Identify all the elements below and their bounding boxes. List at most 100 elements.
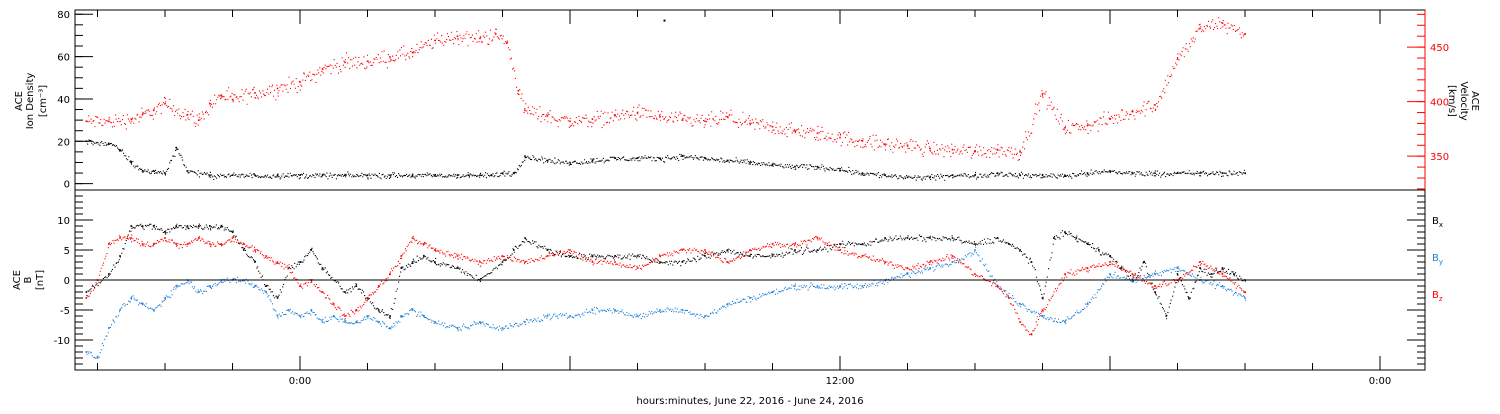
top-point — [389, 56, 391, 58]
bottom-point — [906, 273, 909, 275]
legend-by: By — [1432, 253, 1443, 266]
top-right-axis-tick-label: 450 — [1430, 43, 1449, 54]
bottom-point — [591, 261, 594, 263]
top-point — [1176, 58, 1179, 60]
bottom-point — [1041, 315, 1044, 317]
top-point — [816, 165, 819, 168]
bottom-left-axis-tick-label: 5 — [64, 246, 70, 257]
bottom-point — [591, 255, 594, 257]
legend-by-sub: y — [1439, 258, 1443, 266]
top-point — [749, 122, 751, 125]
bottom-left-axis-tick-label: -10 — [54, 336, 70, 347]
bottom-point — [1019, 303, 1021, 305]
bottom-point — [377, 309, 380, 311]
bottom-point — [175, 285, 177, 287]
bottom-point — [996, 285, 999, 287]
top-point — [108, 120, 110, 123]
bottom-point — [884, 261, 886, 263]
top-point — [1041, 93, 1044, 95]
bottom-point — [175, 225, 177, 227]
bottom-point — [130, 225, 132, 227]
top-point — [1064, 127, 1066, 129]
top-point — [411, 51, 414, 54]
bottom-point — [231, 237, 234, 239]
top-point — [1154, 104, 1156, 106]
top-left-axis-tick-label: 60 — [57, 53, 70, 64]
top-point — [1086, 124, 1089, 127]
bottom-point — [974, 249, 976, 251]
bottom-point — [1064, 273, 1066, 275]
top-point — [884, 143, 886, 145]
bottom-point — [839, 285, 841, 287]
top-point — [254, 92, 256, 94]
top-point — [839, 168, 841, 170]
top-point — [996, 172, 999, 174]
top-point — [951, 148, 954, 151]
legend-bx: Bx — [1432, 216, 1443, 229]
top-left-axis-tick-label: 0 — [64, 180, 70, 191]
bottom-point — [220, 225, 222, 227]
top-point — [1221, 22, 1224, 24]
bottom-scatter-texture — [86, 223, 1246, 320]
top-point — [771, 125, 774, 128]
top-point — [276, 174, 279, 176]
top-point — [591, 159, 594, 162]
bottom-point — [130, 297, 132, 299]
bottom-point — [771, 255, 774, 257]
bottom-point — [411, 261, 414, 263]
bottom-point — [287, 309, 290, 311]
bottom-point — [108, 327, 110, 329]
top-point — [209, 174, 211, 176]
bottom-point — [524, 237, 526, 239]
bottom-left-axis-title-line3: [nT] — [35, 270, 46, 290]
bottom-point — [130, 237, 132, 239]
bottom-point — [423, 255, 425, 257]
bottom-point — [377, 321, 380, 323]
bottom-point — [1075, 237, 1078, 239]
x-axis-title: hours:minutes, June 22, 2016 - June 24, … — [636, 396, 863, 407]
top-point — [726, 159, 729, 162]
bottom-left-axis-title-line2: B — [23, 276, 34, 283]
bottom-point — [1086, 267, 1089, 269]
bottom-point — [85, 291, 88, 293]
bottom-point — [794, 249, 796, 251]
bottom-point — [1244, 291, 1246, 293]
bottom-left-axis-tick-label: -5 — [60, 306, 70, 317]
bottom-point — [1176, 273, 1179, 275]
legend-bz-main: B — [1432, 290, 1439, 301]
bottom-point — [929, 261, 931, 263]
top-point — [524, 155, 526, 157]
legend-bx-main: B — [1432, 216, 1439, 227]
bottom-left-axis-tick-label: 0 — [64, 276, 70, 287]
top-outlier-point — [663, 19, 666, 22]
bottom-point — [1210, 273, 1213, 275]
bottom-point — [108, 243, 110, 245]
top-point — [164, 103, 166, 105]
top-point — [546, 115, 549, 117]
bottom-point — [242, 249, 245, 251]
bottom-point — [951, 255, 954, 257]
bottom-point — [659, 309, 661, 311]
top-point — [1154, 172, 1156, 174]
bottom-point — [501, 255, 504, 257]
bottom-point — [355, 321, 357, 323]
bottom-point — [1221, 273, 1224, 275]
top-point — [186, 113, 189, 116]
bottom-point — [479, 261, 481, 263]
top-point — [108, 142, 110, 145]
top-point — [614, 115, 616, 117]
bottom-point — [344, 321, 346, 323]
bottom-point — [771, 291, 774, 293]
bottom-point — [1008, 243, 1010, 245]
bottom-point — [276, 315, 279, 317]
top-point — [929, 176, 931, 179]
bottom-point — [310, 249, 312, 251]
top-point — [411, 174, 414, 176]
bottom-point — [704, 249, 706, 251]
top-point — [119, 149, 121, 151]
top-point — [344, 174, 346, 176]
bottom-point — [591, 309, 594, 311]
bottom-point — [614, 309, 616, 311]
top-point — [366, 60, 369, 63]
top-point — [231, 98, 234, 101]
